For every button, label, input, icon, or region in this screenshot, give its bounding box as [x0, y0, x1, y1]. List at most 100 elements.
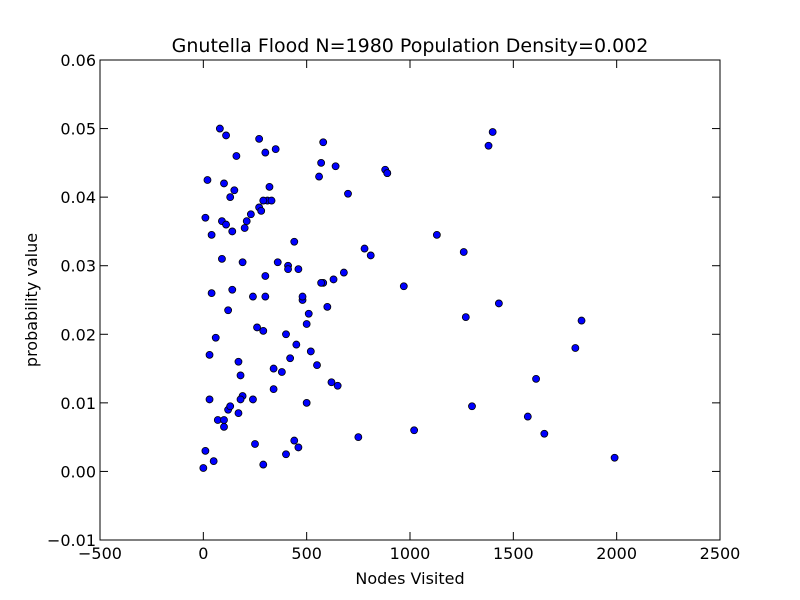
- data-point: [220, 422, 228, 431]
- data-point: [240, 224, 249, 232]
- data-point: [313, 361, 321, 370]
- data-point: [286, 354, 295, 363]
- data-point: [304, 309, 313, 318]
- data-point: [315, 172, 323, 181]
- chart-title: Gnutella Flood N=1980 Population Density…: [172, 35, 649, 57]
- data-point: [271, 145, 280, 154]
- data-point: [294, 443, 303, 452]
- data-point: [267, 196, 276, 205]
- data-point: [255, 134, 264, 143]
- data-point: [461, 313, 470, 322]
- data-point: [571, 344, 580, 352]
- points-layer: [199, 124, 619, 472]
- data-point: [265, 182, 274, 191]
- data-point: [207, 230, 216, 239]
- data-point: [323, 302, 332, 311]
- data-point: [282, 330, 290, 339]
- data-point: [251, 440, 259, 448]
- y-tick-label: 0.05: [60, 120, 96, 139]
- data-point: [242, 217, 251, 226]
- data-point: [249, 395, 257, 404]
- data-point: [230, 186, 239, 195]
- data-point: [329, 275, 338, 284]
- data-point: [222, 131, 230, 140]
- data-point: [366, 251, 375, 260]
- data-point: [354, 433, 363, 442]
- data-point: [220, 179, 228, 188]
- data-point: [298, 292, 307, 301]
- y-tick-label: 0.03: [60, 257, 96, 276]
- data-point: [199, 464, 208, 472]
- data-point: [201, 213, 210, 222]
- y-tick-label: −0.01: [47, 531, 96, 550]
- data-point: [294, 265, 303, 274]
- data-point: [290, 237, 299, 246]
- x-tick-label: 2500: [700, 544, 741, 563]
- data-point: [261, 292, 270, 301]
- data-point: [306, 347, 315, 356]
- x-tick-label: 0: [198, 544, 208, 563]
- x-tick-label: 2000: [596, 544, 637, 563]
- data-point: [257, 206, 266, 215]
- x-tick-label: 500: [291, 544, 322, 563]
- data-point: [211, 333, 220, 342]
- data-point: [215, 124, 224, 133]
- data-point: [302, 398, 311, 407]
- data-point: [488, 128, 497, 136]
- ticks-layer: −500 0 500 1000 1500 2000 2500 −0.01 0.00 0.01 0.0…: [47, 51, 740, 563]
- x-tick-label: 1500: [493, 544, 534, 563]
- data-point: [360, 244, 369, 253]
- data-point: [523, 412, 532, 421]
- data-point: [269, 385, 278, 394]
- data-point: [383, 169, 392, 178]
- data-point: [284, 265, 292, 274]
- data-point: [228, 227, 237, 236]
- y-axis-label: probability value: [22, 233, 41, 367]
- data-point: [232, 152, 241, 160]
- data-point: [344, 189, 352, 198]
- data-point: [577, 316, 586, 325]
- data-point: [317, 278, 326, 287]
- data-point: [209, 457, 218, 466]
- data-point: [259, 326, 268, 335]
- data-point: [282, 450, 290, 459]
- data-point: [218, 254, 226, 263]
- x-axis-label: Nodes Visited: [355, 569, 464, 588]
- data-point: [610, 453, 619, 462]
- data-point: [468, 402, 476, 411]
- data-point: [410, 426, 419, 435]
- data-point: [327, 378, 336, 387]
- data-point: [273, 258, 282, 267]
- x-tick-label: −500: [78, 544, 122, 563]
- y-tick-label: 0.00: [60, 462, 96, 481]
- data-point: [540, 429, 549, 438]
- data-point: [339, 268, 348, 277]
- data-point: [290, 436, 299, 445]
- data-point: [205, 395, 214, 404]
- data-point: [269, 364, 278, 373]
- data-point: [249, 292, 257, 301]
- data-point: [259, 460, 268, 469]
- data-point: [459, 248, 468, 256]
- data-point: [319, 138, 328, 147]
- data-point: [226, 193, 235, 202]
- data-point: [331, 162, 340, 171]
- data-point: [532, 374, 540, 383]
- data-point: [292, 340, 301, 349]
- data-point: [238, 258, 247, 267]
- data-point: [222, 220, 230, 229]
- data-point: [224, 306, 233, 315]
- data-point: [333, 381, 342, 390]
- data-point: [234, 409, 243, 418]
- data-point: [484, 141, 493, 150]
- data-point: [399, 282, 408, 291]
- data-point: [432, 230, 441, 239]
- data-point: [261, 272, 270, 280]
- data-point: [253, 323, 261, 332]
- y-tick-label: 0.06: [60, 51, 96, 70]
- data-point: [246, 210, 255, 219]
- data-point: [317, 158, 326, 167]
- data-point: [277, 368, 286, 376]
- data-point: [201, 446, 210, 455]
